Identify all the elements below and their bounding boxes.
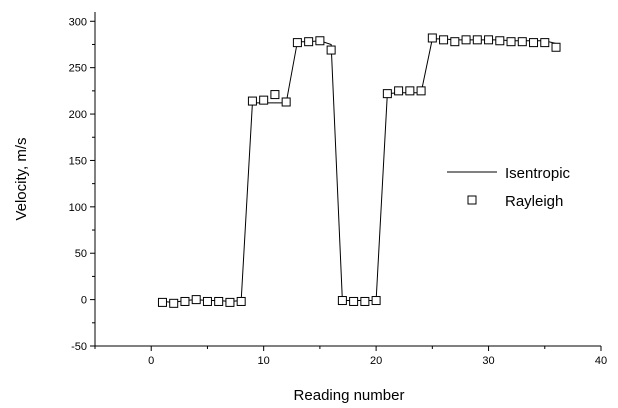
x-tick-label: 40 — [595, 355, 607, 367]
rayleigh-point — [450, 37, 460, 47]
rayleigh-point — [214, 296, 224, 306]
rayleigh-point — [247, 96, 257, 106]
legend: Isentropic Rayleigh — [447, 165, 571, 210]
rayleigh-point — [416, 86, 426, 96]
rayleigh-point — [472, 35, 482, 45]
isentropic-series-line — [162, 38, 557, 303]
rayleigh-point — [337, 296, 347, 306]
rayleigh-point — [202, 296, 212, 306]
y-tick-label: -50 — [71, 341, 87, 353]
y-tick-label: 200 — [69, 109, 87, 121]
rayleigh-point — [405, 86, 415, 96]
rayleigh-point — [484, 35, 494, 45]
y-tick-label: 300 — [69, 16, 87, 28]
x-tick-label: 20 — [370, 355, 382, 367]
rayleigh-point — [382, 89, 392, 99]
rayleigh-point — [270, 90, 280, 100]
y-tick-label: 50 — [75, 248, 87, 260]
y-tick-label: 0 — [81, 295, 87, 307]
legend-label-isentropic: Isentropic — [505, 165, 571, 182]
rayleigh-point — [191, 295, 201, 305]
rayleigh-point — [394, 86, 404, 96]
y-tick-label: 100 — [69, 202, 87, 214]
legend-label-rayleigh: Rayleigh — [505, 193, 563, 210]
rayleigh-point — [326, 45, 336, 55]
axes: 0 10 20 30 40 -50 0 50 100 150 200 250 300 — [69, 12, 607, 367]
y-axis-label: Velocity, m/s — [13, 137, 30, 220]
y-tick-label: 250 — [69, 63, 87, 75]
rayleigh-point — [360, 296, 370, 306]
rayleigh-point — [427, 33, 437, 43]
rayleigh-point — [495, 36, 505, 46]
y-tick-label: 150 — [69, 155, 87, 167]
rayleigh-point — [281, 97, 291, 107]
rayleigh-point — [349, 296, 359, 306]
rayleigh-point — [304, 37, 314, 47]
rayleigh-point — [157, 297, 167, 307]
rayleigh-point — [259, 95, 269, 105]
legend-square-swatch — [467, 195, 477, 205]
rayleigh-point — [315, 36, 325, 46]
rayleigh-point — [180, 296, 190, 306]
rayleigh-point — [517, 37, 527, 47]
rayleigh-point — [529, 38, 539, 48]
rayleigh-point — [225, 297, 235, 307]
rayleigh-point — [461, 35, 471, 45]
rayleigh-point — [169, 298, 179, 308]
x-axis-label: Reading number — [294, 387, 405, 404]
rayleigh-point — [439, 35, 449, 45]
x-tick-label: 10 — [258, 355, 270, 367]
rayleigh-point — [506, 37, 516, 47]
rayleigh-point — [371, 296, 381, 306]
plot-series — [157, 33, 561, 308]
rayleigh-point — [540, 38, 550, 48]
x-tick-label: 0 — [148, 355, 154, 367]
rayleigh-point — [551, 42, 561, 52]
rayleigh-point — [292, 38, 302, 48]
rayleigh-point — [236, 296, 246, 306]
x-tick-label: 30 — [482, 355, 494, 367]
